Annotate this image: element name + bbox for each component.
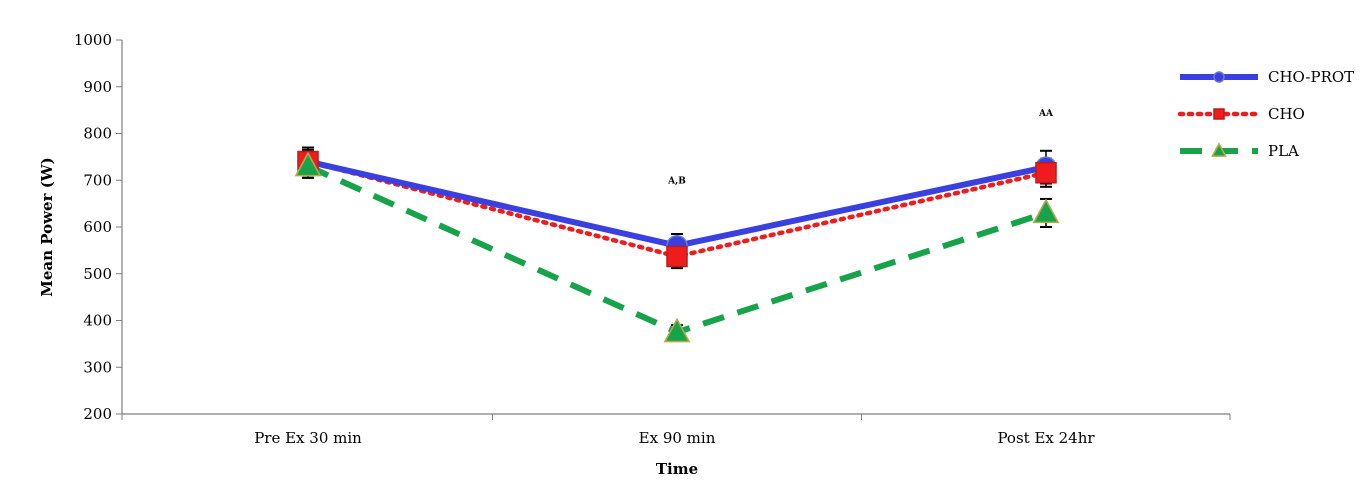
legend-item-cho: CHO xyxy=(1177,105,1305,123)
x-tick-label: Ex 90 min xyxy=(639,429,716,447)
series-cho-markers xyxy=(297,150,1057,268)
legend-item-pla: PLA xyxy=(1180,142,1299,160)
legend-label: CHO xyxy=(1268,105,1305,123)
x-tick-label: Pre Ex 30 min xyxy=(254,429,362,447)
data-point xyxy=(666,245,688,268)
y-axis-ticks: 200 300 400 500 600 700 800 900 1000 xyxy=(74,31,122,423)
legend-swatch-marker xyxy=(1211,142,1227,157)
y-tick-label: 500 xyxy=(83,265,112,283)
x-axis-title: Time xyxy=(656,460,698,478)
y-tick-label: 800 xyxy=(83,125,112,143)
data-point xyxy=(663,317,691,343)
y-tick-label: 600 xyxy=(83,218,112,236)
y-tick-label: 300 xyxy=(83,358,112,376)
y-tick-label: 700 xyxy=(83,171,112,189)
legend-label: PLA xyxy=(1268,142,1299,160)
y-axis-title: Mean Power (W) xyxy=(38,157,56,297)
y-tick-label: 1000 xyxy=(74,31,112,49)
annotation-label: A,B xyxy=(667,177,686,187)
y-tick-label: 400 xyxy=(83,312,112,330)
y-tick-label: 200 xyxy=(83,405,112,423)
legend-item-cho-prot: CHO-PROT xyxy=(1180,68,1354,86)
x-tick-label: Post Ex 24hr xyxy=(997,429,1095,447)
series-cho-prot-markers xyxy=(297,150,1057,257)
legend-label: CHO-PROT xyxy=(1268,68,1354,86)
x-axis-ticks: Pre Ex 30 min Ex 90 min Post Ex 24hr xyxy=(121,414,1231,447)
legend-swatch-marker xyxy=(1213,108,1225,120)
data-point xyxy=(1035,162,1057,184)
data-point xyxy=(1032,198,1060,224)
series-pla-markers xyxy=(294,151,1060,343)
data-point xyxy=(294,151,322,177)
legend: CHO-PROT CHO PLA xyxy=(1177,68,1354,160)
annotation-label: AA xyxy=(1038,109,1054,119)
series-layer xyxy=(294,146,1060,343)
y-tick-label: 900 xyxy=(83,78,112,96)
legend-swatch-marker xyxy=(1213,71,1225,83)
annotations: A,B AA xyxy=(667,109,1054,186)
